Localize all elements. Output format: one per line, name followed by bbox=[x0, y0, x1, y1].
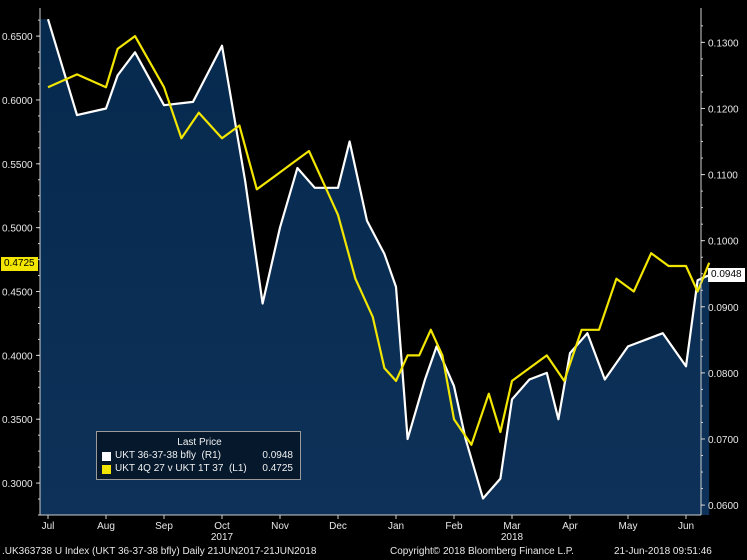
series-layer bbox=[46, 18, 711, 500]
left-tick-label: 0.6000 bbox=[2, 96, 33, 107]
left-tick-label: 0.4500 bbox=[2, 288, 33, 299]
footer-bar: .UK363738 U Index (UKT 36-37-38 bfly) Da… bbox=[0, 541, 747, 560]
legend-title: Last Price bbox=[177, 437, 222, 448]
x-year-label: 2018 bbox=[501, 532, 524, 543]
x-tick-label: Feb bbox=[445, 521, 463, 532]
x-tick-label: Aug bbox=[97, 521, 115, 532]
legend-item-spread: UKT 4Q 27 v UKT 1T 37 (L1) 0.4725 bbox=[102, 463, 297, 476]
series-area-fill bbox=[40, 19, 710, 515]
legend-box: Last Price UKT 36-37-38 bfly (R1) 0.0948… bbox=[96, 431, 301, 480]
x-tick-label: Jan bbox=[388, 521, 404, 532]
footer-copyright: Copyright© 2018 Bloomberg Finance L.P. bbox=[390, 546, 574, 557]
x-tick-label: Jun bbox=[678, 521, 694, 532]
x-tick-label: Sep bbox=[155, 521, 173, 532]
footer-ticker: .UK363738 U Index (UKT 36-37-38 bfly) Da… bbox=[2, 546, 317, 557]
x-tick-label: Apr bbox=[562, 521, 578, 532]
left-tick-label: 0.4000 bbox=[2, 351, 33, 362]
right-tick-label: 0.1100 bbox=[708, 171, 738, 182]
x-tick-label: Oct bbox=[214, 521, 230, 532]
right-tick-label: 0.0600 bbox=[708, 501, 739, 512]
left-tick-label: 0.3000 bbox=[2, 479, 33, 490]
x-tick-label: Nov bbox=[271, 521, 289, 532]
right-tick-label: 0.1300 bbox=[708, 38, 739, 49]
right-tick-label: 0.1000 bbox=[708, 237, 739, 248]
axes-layer: 0.3000 0.3500 0.4000 0.4500 0.5000 0.5500 0.60… bbox=[2, 8, 739, 543]
last-price-tag-right: 0.0948 bbox=[708, 268, 745, 282]
right-tick-label: 0.0900 bbox=[708, 303, 739, 314]
footer-timestamp: 21-Jun-2018 09:51:46 bbox=[614, 546, 712, 557]
legend-swatch-yellow bbox=[102, 465, 111, 474]
series-line-spread bbox=[47, 35, 711, 446]
left-tick-label: 0.5500 bbox=[2, 160, 33, 171]
legend-label: UKT 36-37-38 bfly (R1) bbox=[115, 450, 221, 461]
left-tick-label: 0.5000 bbox=[2, 224, 33, 235]
last-price-tag-left: 0.4725 bbox=[1, 257, 38, 271]
legend-label: UKT 4Q 27 v UKT 1T 37 (L1) bbox=[115, 463, 247, 474]
right-tick-label: 0.1200 bbox=[708, 104, 739, 115]
area-fill-layer bbox=[40, 19, 710, 515]
right-tick-label: 0.0800 bbox=[708, 369, 739, 380]
x-tick-label: Jul bbox=[42, 521, 55, 532]
series-line-bfly bbox=[46, 18, 710, 500]
x-tick-label: Mar bbox=[503, 521, 521, 532]
left-tick-label: 0.3500 bbox=[2, 415, 33, 426]
left-tick-label: 0.6500 bbox=[2, 32, 33, 43]
legend-item-bfly: UKT 36-37-38 bfly (R1) 0.0948 bbox=[102, 450, 297, 463]
x-year-label: 2017 bbox=[211, 532, 234, 543]
x-tick-label: May bbox=[619, 521, 638, 532]
x-tick-label: Dec bbox=[329, 521, 347, 532]
legend-value: 0.0948 bbox=[262, 450, 293, 461]
right-tick-label: 0.0700 bbox=[708, 435, 739, 446]
legend-value: 0.4725 bbox=[262, 463, 293, 474]
legend-swatch-white bbox=[102, 452, 111, 461]
